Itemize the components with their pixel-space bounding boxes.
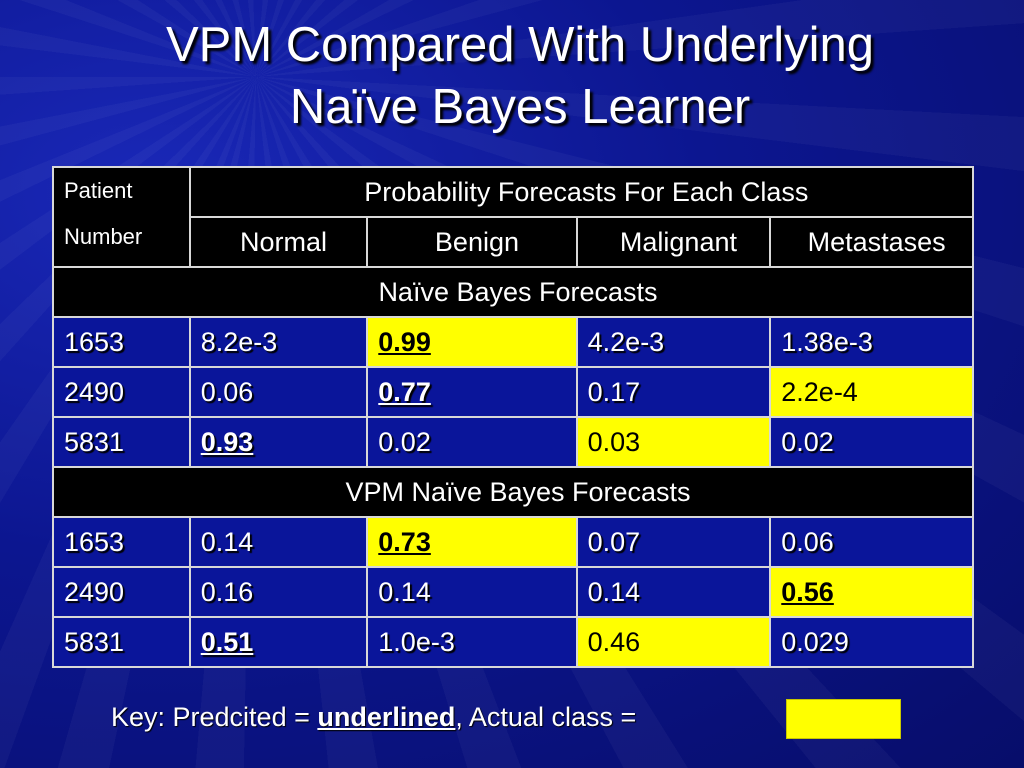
patient-number-cell: 1653 bbox=[52, 516, 191, 568]
probability-cell-malignant: 0.07 bbox=[575, 516, 772, 568]
title-line-1: VPM Compared With Underlying bbox=[165, 18, 875, 72]
forecast-table: Patient Number Probability Forecasts For… bbox=[52, 166, 975, 668]
table-row: 2490 0.16 0.14 0.14 0.56 bbox=[52, 566, 974, 618]
table-row: 1653 8.2e-3 0.99 4.2e-3 1.38e-3 bbox=[52, 316, 974, 368]
probability-cell-malignant: 0.14 bbox=[575, 566, 772, 618]
class-header-metastases: Metastases bbox=[769, 216, 974, 268]
probability-cell-normal: 0.06 bbox=[188, 366, 369, 418]
section-label: Naïve Bayes Forecasts bbox=[52, 266, 974, 318]
patient-number-cell: 5831 bbox=[52, 616, 191, 668]
probability-value: 0.07 bbox=[587, 526, 641, 557]
table-row: 1653 0.14 0.73 0.07 0.06 bbox=[52, 516, 974, 568]
patient-header-line1: Patient bbox=[64, 178, 133, 203]
patient-number-cell: 2490 bbox=[52, 366, 191, 418]
probability-cell-malignant: 4.2e-3 bbox=[575, 316, 772, 368]
title-line-2: Naïve Bayes Learner bbox=[289, 80, 751, 134]
key-middle: , Actual class = bbox=[455, 702, 637, 732]
predicted-value: 0.77 bbox=[378, 376, 431, 407]
table-row: 5831 0.93 0.02 0.03 0.02 bbox=[52, 416, 974, 468]
section-label: VPM Naïve Bayes Forecasts bbox=[52, 466, 974, 518]
probability-value: 0.06 bbox=[200, 376, 254, 407]
probability-cell-normal: 0.14 bbox=[188, 516, 369, 568]
probability-cell-benign: 1.0e-3 bbox=[366, 616, 578, 668]
table-row: 5831 0.51 1.0e-3 0.46 0.029 bbox=[52, 616, 974, 668]
probability-value: 1.0e-3 bbox=[378, 626, 455, 657]
patient-number-header: Patient Number bbox=[52, 166, 191, 268]
probability-cell-benign: 0.77 bbox=[366, 366, 578, 418]
predicted-value: 0.99 bbox=[378, 326, 431, 357]
probability-value: 8.2e-3 bbox=[200, 326, 278, 357]
section-header-row: VPM Naïve Bayes Forecasts bbox=[52, 466, 974, 518]
probability-cell-normal: 0.51 bbox=[188, 616, 369, 668]
probability-value: 0.03 bbox=[587, 426, 641, 457]
probability-cell-metastases: 0.06 bbox=[769, 516, 974, 568]
actual-class-swatch bbox=[786, 699, 901, 739]
patient-number-cell: 1653 bbox=[52, 316, 191, 368]
probability-value: 0.14 bbox=[200, 526, 254, 557]
probability-value: 1.38e-3 bbox=[781, 326, 873, 357]
probability-value: 0.06 bbox=[781, 526, 834, 557]
slide-title: VPM Compared With Underlying Naïve Bayes… bbox=[0, 14, 1024, 138]
header-row-1: Patient Number Probability Forecasts For… bbox=[52, 166, 975, 268]
probability-cell-malignant: 0.03 bbox=[575, 416, 772, 468]
predicted-value: 0.56 bbox=[781, 576, 834, 607]
patient-number-cell: 5831 bbox=[52, 416, 191, 468]
probability-value: 2.2e-4 bbox=[781, 376, 858, 407]
probability-value: 4.2e-3 bbox=[587, 326, 665, 357]
table-row: 2490 0.06 0.77 0.17 2.2e-4 bbox=[52, 366, 974, 418]
probability-value: 0.02 bbox=[378, 426, 431, 457]
probability-cell-benign: 0.14 bbox=[366, 566, 578, 618]
probability-cell-metastases: 0.02 bbox=[769, 416, 974, 468]
probability-value: 0.029 bbox=[781, 626, 849, 657]
class-header-malignant: Malignant bbox=[575, 216, 772, 268]
probability-value: 0.14 bbox=[587, 576, 641, 607]
key-prefix: Key: Predcited = bbox=[111, 702, 318, 732]
probability-cell-benign: 0.73 bbox=[366, 516, 578, 568]
class-header-benign: Benign bbox=[366, 216, 578, 268]
key-underlined-word: underlined bbox=[317, 702, 456, 732]
predicted-value: 0.51 bbox=[200, 626, 254, 657]
patient-header-line2: Number bbox=[64, 224, 143, 249]
probability-cell-malignant: 0.17 bbox=[575, 366, 772, 418]
probability-value: 0.16 bbox=[200, 576, 254, 607]
probability-cell-benign: 0.99 bbox=[366, 316, 578, 368]
predicted-value: 0.93 bbox=[200, 426, 254, 457]
class-header-normal: Normal bbox=[188, 216, 369, 268]
probability-cell-metastases: 2.2e-4 bbox=[769, 366, 974, 418]
probability-cell-normal: 0.16 bbox=[188, 566, 369, 618]
probability-group-header: Probability Forecasts For Each Class bbox=[188, 166, 975, 218]
section-header-row: Naïve Bayes Forecasts bbox=[52, 266, 974, 318]
predicted-value: 0.73 bbox=[378, 526, 431, 557]
probability-cell-normal: 0.93 bbox=[188, 416, 369, 468]
probability-cell-malignant: 0.46 bbox=[575, 616, 772, 668]
probability-cell-normal: 8.2e-3 bbox=[188, 316, 369, 368]
patient-number-cell: 2490 bbox=[52, 566, 191, 618]
probability-cell-metastases: 1.38e-3 bbox=[769, 316, 974, 368]
probability-value: 0.14 bbox=[378, 576, 431, 607]
probability-value: 0.17 bbox=[587, 376, 641, 407]
probability-cell-metastases: 0.029 bbox=[769, 616, 974, 668]
probability-value: 0.02 bbox=[781, 426, 834, 457]
probability-cell-metastases: 0.56 bbox=[769, 566, 974, 618]
key-legend: Key: Predcited = underlined, Actual clas… bbox=[111, 702, 636, 733]
header-row-2: Normal Benign Malignant Metastases bbox=[53, 216, 974, 268]
probability-cell-benign: 0.02 bbox=[366, 416, 578, 468]
probability-value: 0.46 bbox=[587, 626, 641, 657]
